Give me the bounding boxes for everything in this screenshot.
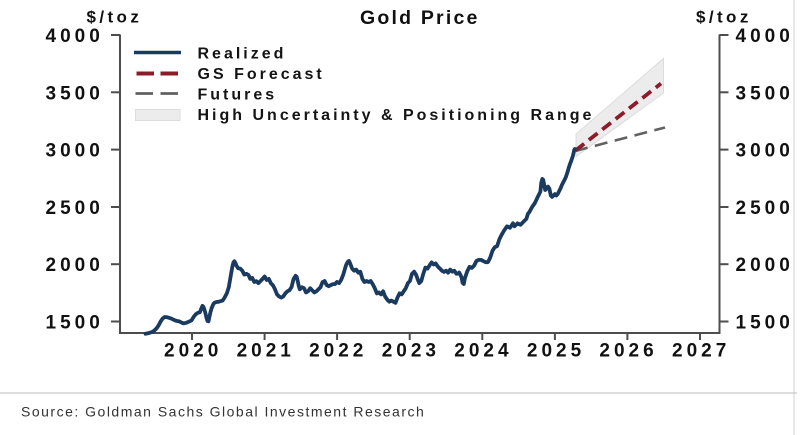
svg-text:1500: 1500 <box>736 313 794 334</box>
svg-text:3000: 3000 <box>736 141 794 162</box>
svg-text:2000: 2000 <box>736 255 794 276</box>
svg-text:2023: 2023 <box>382 340 440 361</box>
svg-text:4000: 4000 <box>736 26 794 47</box>
svg-text:$/toz: $/toz <box>87 8 143 27</box>
svg-text:2000: 2000 <box>46 255 104 276</box>
svg-text:2022: 2022 <box>309 340 367 361</box>
svg-text:Source: Goldman Sachs Global I: Source: Goldman Sachs Global Investment … <box>21 404 425 420</box>
svg-text:Futures: Futures <box>198 87 278 104</box>
svg-text:3500: 3500 <box>736 83 794 104</box>
svg-text:4000: 4000 <box>46 26 104 47</box>
svg-text:2025: 2025 <box>527 340 585 361</box>
svg-text:Gold Price: Gold Price <box>360 7 480 29</box>
svg-text:2024: 2024 <box>454 340 512 361</box>
svg-text:$/toz: $/toz <box>696 8 752 27</box>
svg-text:2020: 2020 <box>164 340 222 361</box>
svg-text:2021: 2021 <box>237 340 295 361</box>
svg-text:High Uncertainty & Positioning: High Uncertainty & Positioning Range <box>198 107 595 124</box>
svg-text:2500: 2500 <box>736 198 794 219</box>
svg-text:3500: 3500 <box>46 83 104 104</box>
svg-text:2027: 2027 <box>672 340 730 361</box>
svg-text:1500: 1500 <box>46 313 104 334</box>
svg-text:GS Forecast: GS Forecast <box>198 66 325 83</box>
svg-text:3000: 3000 <box>46 141 104 162</box>
svg-text:Realized: Realized <box>198 46 287 63</box>
svg-text:2026: 2026 <box>599 340 657 361</box>
svg-text:2500: 2500 <box>46 198 104 219</box>
